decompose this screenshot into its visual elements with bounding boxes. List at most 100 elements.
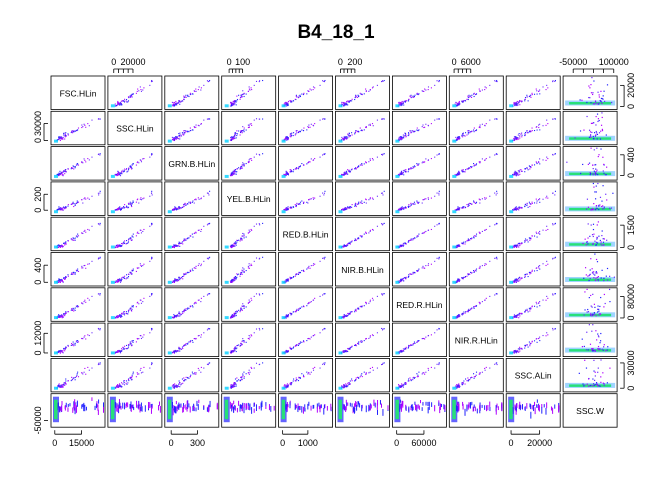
data-point xyxy=(536,341,538,343)
data-point xyxy=(462,132,464,134)
data-point xyxy=(473,164,475,166)
data-point xyxy=(383,79,385,82)
data-point xyxy=(119,278,121,280)
data-point xyxy=(117,316,119,319)
data-point xyxy=(88,125,90,127)
data-point xyxy=(455,104,457,106)
data-point xyxy=(175,244,177,246)
data-point xyxy=(63,206,65,208)
data-point xyxy=(312,159,315,161)
data-point xyxy=(518,206,520,208)
data-point xyxy=(539,89,541,91)
data-point xyxy=(530,166,532,169)
data-point xyxy=(535,198,537,200)
data-point xyxy=(591,306,593,308)
data-point xyxy=(248,338,250,340)
data-point xyxy=(122,348,124,350)
data-point xyxy=(358,341,360,343)
data-point xyxy=(233,103,235,105)
data-point xyxy=(308,302,310,304)
data-point xyxy=(183,238,185,240)
data-point xyxy=(60,314,63,316)
data-point xyxy=(208,194,210,196)
data-point xyxy=(479,161,481,164)
data-point xyxy=(531,130,533,132)
data-point xyxy=(359,235,361,237)
data-point xyxy=(174,350,176,353)
data-point xyxy=(360,340,362,342)
data-point xyxy=(175,103,177,105)
data-point xyxy=(120,104,122,106)
data-point xyxy=(253,84,255,86)
data-point xyxy=(139,229,141,231)
data-point xyxy=(400,280,402,282)
data-point xyxy=(187,131,189,133)
data-point xyxy=(355,239,357,241)
data-point xyxy=(401,351,403,353)
data-point xyxy=(345,102,347,104)
data-point xyxy=(361,340,363,342)
data-point xyxy=(239,273,242,275)
data-point xyxy=(297,309,300,311)
data-point xyxy=(405,135,407,137)
density-core xyxy=(281,351,286,355)
data-point xyxy=(285,209,287,211)
data-point xyxy=(64,313,66,315)
data-point xyxy=(233,350,235,352)
data-point xyxy=(183,98,185,100)
data-point xyxy=(180,242,182,244)
density-core xyxy=(569,278,612,281)
data-point xyxy=(135,306,137,308)
data-point xyxy=(131,270,133,272)
data-point xyxy=(255,257,258,259)
data-point xyxy=(57,175,60,177)
data-point xyxy=(530,308,532,310)
data-point xyxy=(356,96,359,98)
data-point xyxy=(521,136,523,138)
data-point xyxy=(365,301,367,303)
data-point xyxy=(233,280,235,282)
data-point xyxy=(412,271,414,273)
data-point xyxy=(98,328,100,330)
data-point xyxy=(474,235,476,237)
panel-frame xyxy=(107,322,163,358)
data-point xyxy=(241,235,243,237)
data-point xyxy=(127,100,130,102)
data-point xyxy=(400,139,402,141)
data-point xyxy=(238,167,240,169)
data-point xyxy=(126,206,128,208)
data-point xyxy=(354,98,356,101)
data-point xyxy=(287,104,290,106)
data-point xyxy=(286,104,288,106)
data-point xyxy=(230,315,232,317)
data-point xyxy=(234,137,236,139)
data-point xyxy=(262,153,264,155)
data-point xyxy=(369,229,371,231)
data-point xyxy=(247,161,249,164)
data-point xyxy=(383,190,385,192)
data-point xyxy=(539,198,541,200)
data-point xyxy=(369,301,371,303)
data-point xyxy=(421,126,423,128)
data-point xyxy=(59,351,61,353)
data-point xyxy=(200,197,202,199)
data-point xyxy=(438,256,440,258)
data-point xyxy=(536,236,538,238)
data-point xyxy=(323,81,326,83)
data-point xyxy=(588,279,590,282)
data-point xyxy=(200,336,202,338)
data-point xyxy=(459,207,461,209)
data-point xyxy=(416,270,418,272)
data-point xyxy=(72,132,74,134)
data-point xyxy=(85,198,87,200)
data-point xyxy=(60,137,62,139)
data-point xyxy=(243,92,245,94)
data-point xyxy=(119,245,121,247)
data-point xyxy=(590,102,592,104)
data-point xyxy=(59,315,61,317)
data-point xyxy=(358,165,360,167)
data-point xyxy=(203,225,205,227)
data-point xyxy=(417,93,419,95)
density-core xyxy=(281,210,286,214)
